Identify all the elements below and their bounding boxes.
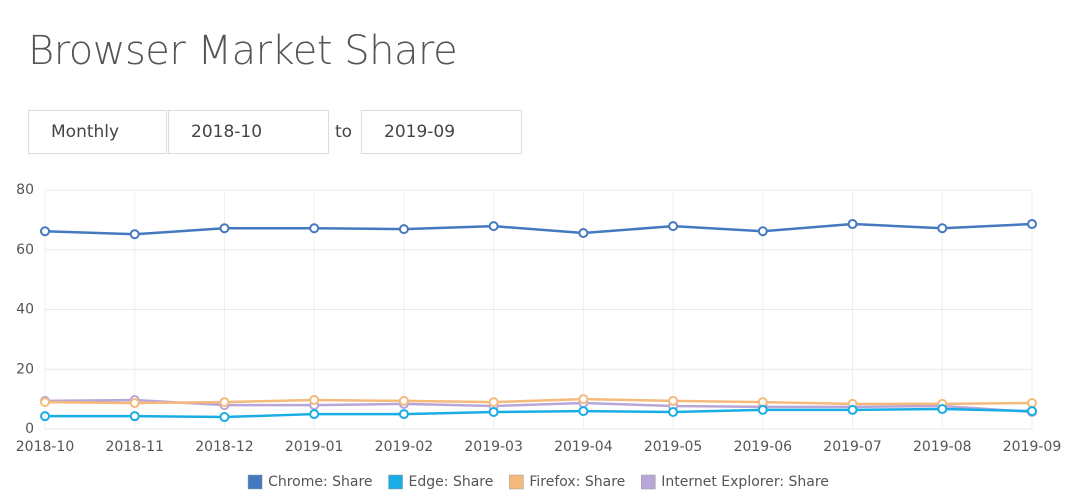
point — [398, 395, 409, 406]
point — [937, 403, 948, 414]
interval-select[interactable]: Monthly — [28, 110, 167, 154]
legend-label: Firefox: Share — [529, 474, 625, 490]
series-line — [44, 397, 1033, 406]
point — [1027, 219, 1037, 230]
point — [488, 406, 499, 417]
x-tick-label: 2018-10 — [16, 439, 75, 455]
point — [668, 395, 679, 406]
point — [129, 398, 140, 409]
page-title: Browser Market Share — [28, 28, 458, 74]
point — [757, 226, 768, 237]
x-tick-label: 2019-09 — [1003, 439, 1062, 455]
point — [578, 394, 589, 405]
point — [309, 409, 320, 420]
x-tick-label: 2019-01 — [285, 439, 344, 455]
legend-label: Chrome: Share — [268, 474, 372, 490]
legend-label: Edge: Share — [409, 474, 494, 490]
point — [847, 219, 858, 230]
legend-swatch — [247, 474, 263, 490]
point — [40, 226, 50, 237]
point — [40, 411, 50, 422]
point — [1027, 398, 1037, 409]
x-tick-label: 2018-12 — [195, 439, 254, 455]
legend-swatch — [388, 474, 403, 490]
point — [578, 406, 589, 417]
point — [668, 406, 679, 417]
legend-label: Internet Explorer: Share — [661, 474, 829, 490]
point — [488, 221, 499, 232]
x-tick-label: 2019-02 — [375, 439, 434, 455]
series-line — [44, 398, 1033, 414]
point — [309, 395, 320, 406]
point — [129, 411, 140, 422]
point — [1027, 406, 1037, 417]
x-tick-label: 2019-08 — [913, 439, 972, 455]
point — [847, 404, 858, 415]
y-tick-label: 40 — [16, 302, 34, 318]
point — [578, 228, 589, 239]
y-tick-label: 0 — [25, 421, 34, 437]
y-tick-label: 80 — [16, 182, 34, 198]
point — [757, 404, 768, 415]
point — [309, 223, 320, 234]
legend-swatch — [641, 474, 656, 490]
legend-swatch — [509, 474, 524, 490]
to-input[interactable]: 2019-09 — [361, 110, 522, 154]
point — [219, 223, 230, 234]
from-input[interactable]: 2018-10 — [168, 110, 329, 154]
y-tick-label: 60 — [16, 242, 34, 258]
x-tick-label: 2019-04 — [554, 439, 613, 455]
x-tick-label: 2019-05 — [644, 439, 703, 455]
point — [40, 397, 50, 408]
range-separator: to — [335, 122, 353, 142]
series-line — [45, 407, 1033, 419]
point — [398, 409, 409, 420]
x-tick-label: 2019-06 — [734, 439, 793, 455]
point — [219, 397, 230, 408]
point — [937, 223, 948, 234]
point — [668, 221, 679, 232]
point — [129, 229, 140, 240]
x-tick-label: 2019-03 — [464, 439, 523, 455]
y-tick-label: 20 — [16, 361, 34, 377]
point — [398, 224, 409, 235]
point — [488, 397, 499, 408]
x-tick-label: 2019-07 — [823, 439, 882, 455]
point — [219, 412, 230, 423]
series-line — [44, 222, 1033, 236]
x-tick-label: 2018-11 — [105, 439, 164, 455]
